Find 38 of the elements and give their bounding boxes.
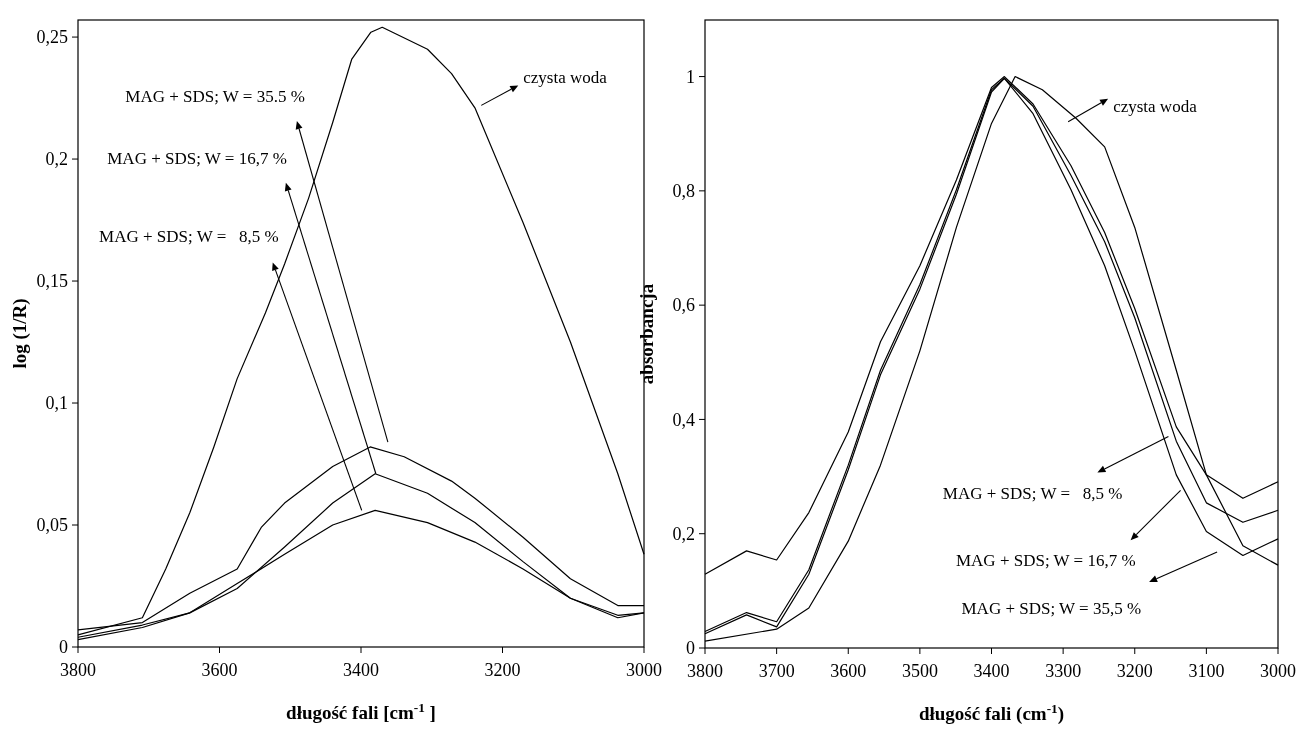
x-tick-label: 3200	[1116, 661, 1153, 681]
x-tick-label: 3000	[626, 660, 662, 680]
x-tick-label: 3300	[1045, 661, 1082, 681]
y-tick-label: 0,6	[672, 295, 695, 316]
y-tick-label: 0,05	[36, 515, 68, 536]
y-tick-label: 1	[686, 66, 695, 87]
x-tick-label: 3100	[1188, 661, 1225, 681]
y-tick-label: 0,2	[45, 149, 68, 170]
annotation: czysta woda	[523, 68, 608, 88]
annotation: MAG + SDS; W = 8,5 %	[99, 227, 279, 247]
x-tick-label: 3400	[343, 660, 379, 680]
y-tick-label: 0	[686, 638, 695, 659]
x-tick-label: 3200	[484, 660, 521, 680]
x-tick-label: 3700	[758, 661, 795, 681]
x-tick-label: 3600	[830, 661, 867, 681]
y-tick-label: 0,4	[672, 409, 695, 430]
y-tick-label: 0,25	[36, 27, 68, 48]
annotation: czysta woda	[1113, 96, 1198, 116]
annotation: MAG + SDS; W = 35.5 %	[125, 87, 305, 107]
y-axis-title: absorbancja	[636, 283, 657, 385]
y-axis-title: log (1/R)	[9, 298, 31, 369]
x-tick-label: 3800	[60, 660, 96, 680]
annotation: MAG + SDS; W = 16,7 %	[955, 551, 1136, 571]
x-tick-label: 3600	[201, 660, 238, 680]
y-tick-label: 0,8	[672, 181, 695, 202]
x-tick-label: 3400	[973, 661, 1010, 681]
annotation: MAG + SDS; W = 8,5 %	[942, 483, 1123, 503]
x-axis-title: długość fali [cm$^{-1}$ ]	[286, 699, 436, 723]
y-tick-label: 0,2	[672, 524, 695, 545]
x-tick-label: 3000	[1260, 661, 1296, 681]
x-tick-label: 3500	[901, 661, 938, 681]
x-tick-label: 3800	[687, 661, 723, 681]
annotation: MAG + SDS; W = 35,5 %	[961, 599, 1142, 618]
y-tick-label: 0,15	[36, 271, 68, 292]
annotation: MAG + SDS; W = 16,7 %	[107, 148, 287, 168]
y-tick-label: 0,1	[45, 393, 68, 414]
x-axis-title: długość fali (cm$^{-1}$)	[918, 700, 1065, 725]
y-tick-label: 0	[59, 637, 68, 658]
